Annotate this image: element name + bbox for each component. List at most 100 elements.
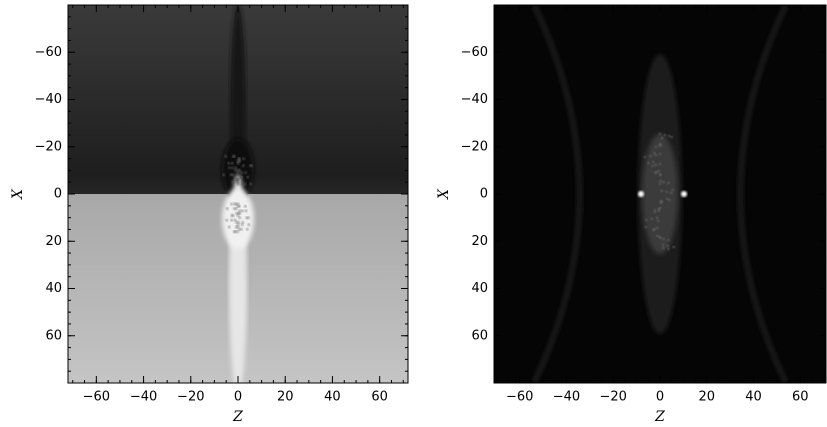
texture	[236, 230, 240, 233]
texture	[650, 217, 654, 221]
texture	[227, 166, 231, 170]
texture	[230, 202, 233, 206]
texture	[235, 211, 239, 215]
texture	[236, 178, 239, 181]
texture	[643, 155, 647, 159]
y-tick-label: −40	[461, 92, 488, 107]
texture	[241, 221, 245, 224]
texture	[657, 207, 660, 211]
texture	[654, 171, 657, 175]
texture	[224, 155, 228, 158]
x-tick-label: 20	[698, 390, 715, 405]
texture	[230, 166, 234, 170]
texture	[660, 189, 663, 193]
y-tick-label: −60	[461, 45, 488, 60]
texture	[240, 223, 244, 226]
texture	[658, 162, 662, 166]
texture	[230, 214, 234, 217]
texture	[646, 161, 650, 165]
bright-spot	[681, 191, 687, 197]
texture	[662, 180, 665, 184]
texture	[244, 171, 247, 174]
texture	[240, 182, 244, 186]
texture	[244, 209, 248, 213]
texture	[667, 238, 670, 242]
texture	[233, 168, 237, 172]
texture	[236, 171, 240, 174]
texture	[233, 207, 236, 210]
plume-bright	[222, 189, 254, 249]
x-axis-label: Z	[232, 409, 243, 425]
texture	[240, 228, 243, 231]
x-tick-label: 0	[656, 390, 664, 405]
texture	[233, 230, 236, 233]
texture	[652, 160, 655, 164]
y-tick-label: 40	[45, 281, 62, 296]
texture	[226, 207, 229, 210]
texture	[660, 136, 664, 140]
texture	[237, 221, 240, 224]
y-tick-label: 40	[471, 281, 488, 296]
texture	[666, 244, 670, 248]
x-tick-label: −20	[177, 390, 204, 405]
texture	[237, 157, 241, 160]
texture	[651, 164, 654, 168]
x-tick-label: −20	[600, 390, 627, 405]
y-axis-label: X	[436, 188, 452, 200]
y-tick-label: −40	[35, 92, 62, 107]
texture	[645, 218, 648, 222]
texture	[238, 159, 242, 163]
texture	[236, 180, 240, 183]
texture	[644, 225, 648, 229]
texture	[239, 175, 243, 179]
texture	[658, 132, 662, 136]
texture	[236, 205, 240, 208]
texture	[227, 162, 230, 165]
texture	[238, 209, 241, 213]
x-tick-label: 60	[792, 390, 809, 405]
x-tick-label: −40	[553, 390, 580, 405]
texture	[668, 198, 671, 202]
y-tick-label: 20	[471, 234, 488, 249]
texture	[236, 223, 240, 226]
texture	[238, 216, 242, 220]
texture	[662, 237, 665, 241]
texture	[249, 164, 252, 167]
x-tick-label: 60	[371, 390, 388, 405]
texture	[242, 157, 245, 160]
x-tick-label: −60	[506, 390, 533, 405]
texture	[659, 236, 662, 240]
x-tick-label: 0	[234, 390, 242, 405]
texture	[245, 228, 249, 231]
texture	[653, 208, 657, 212]
y-tick-label: 20	[45, 234, 62, 249]
texture	[658, 182, 662, 186]
y-tick-label: 0	[54, 187, 62, 202]
texture	[242, 164, 245, 167]
texture	[236, 225, 240, 229]
texture	[240, 209, 244, 213]
texture	[229, 173, 233, 177]
texture	[659, 173, 662, 177]
texture	[230, 218, 233, 222]
y-tick-label: −60	[35, 45, 62, 60]
texture	[247, 223, 251, 226]
bright-spot	[638, 191, 644, 197]
y-tick-label: −20	[35, 139, 62, 154]
y-tick-label: 0	[480, 187, 488, 202]
texture	[246, 175, 250, 179]
texture	[249, 182, 253, 186]
texture	[655, 216, 659, 220]
texture	[235, 221, 238, 224]
x-tick-label: 20	[277, 390, 294, 405]
texture	[649, 154, 652, 158]
y-tick-label: 60	[471, 328, 488, 343]
texture	[663, 133, 667, 137]
texture	[237, 228, 241, 231]
texture	[234, 166, 237, 170]
texture	[657, 219, 660, 223]
texture	[657, 169, 660, 173]
texture	[240, 171, 244, 174]
x-axis-label: Z	[654, 409, 665, 425]
